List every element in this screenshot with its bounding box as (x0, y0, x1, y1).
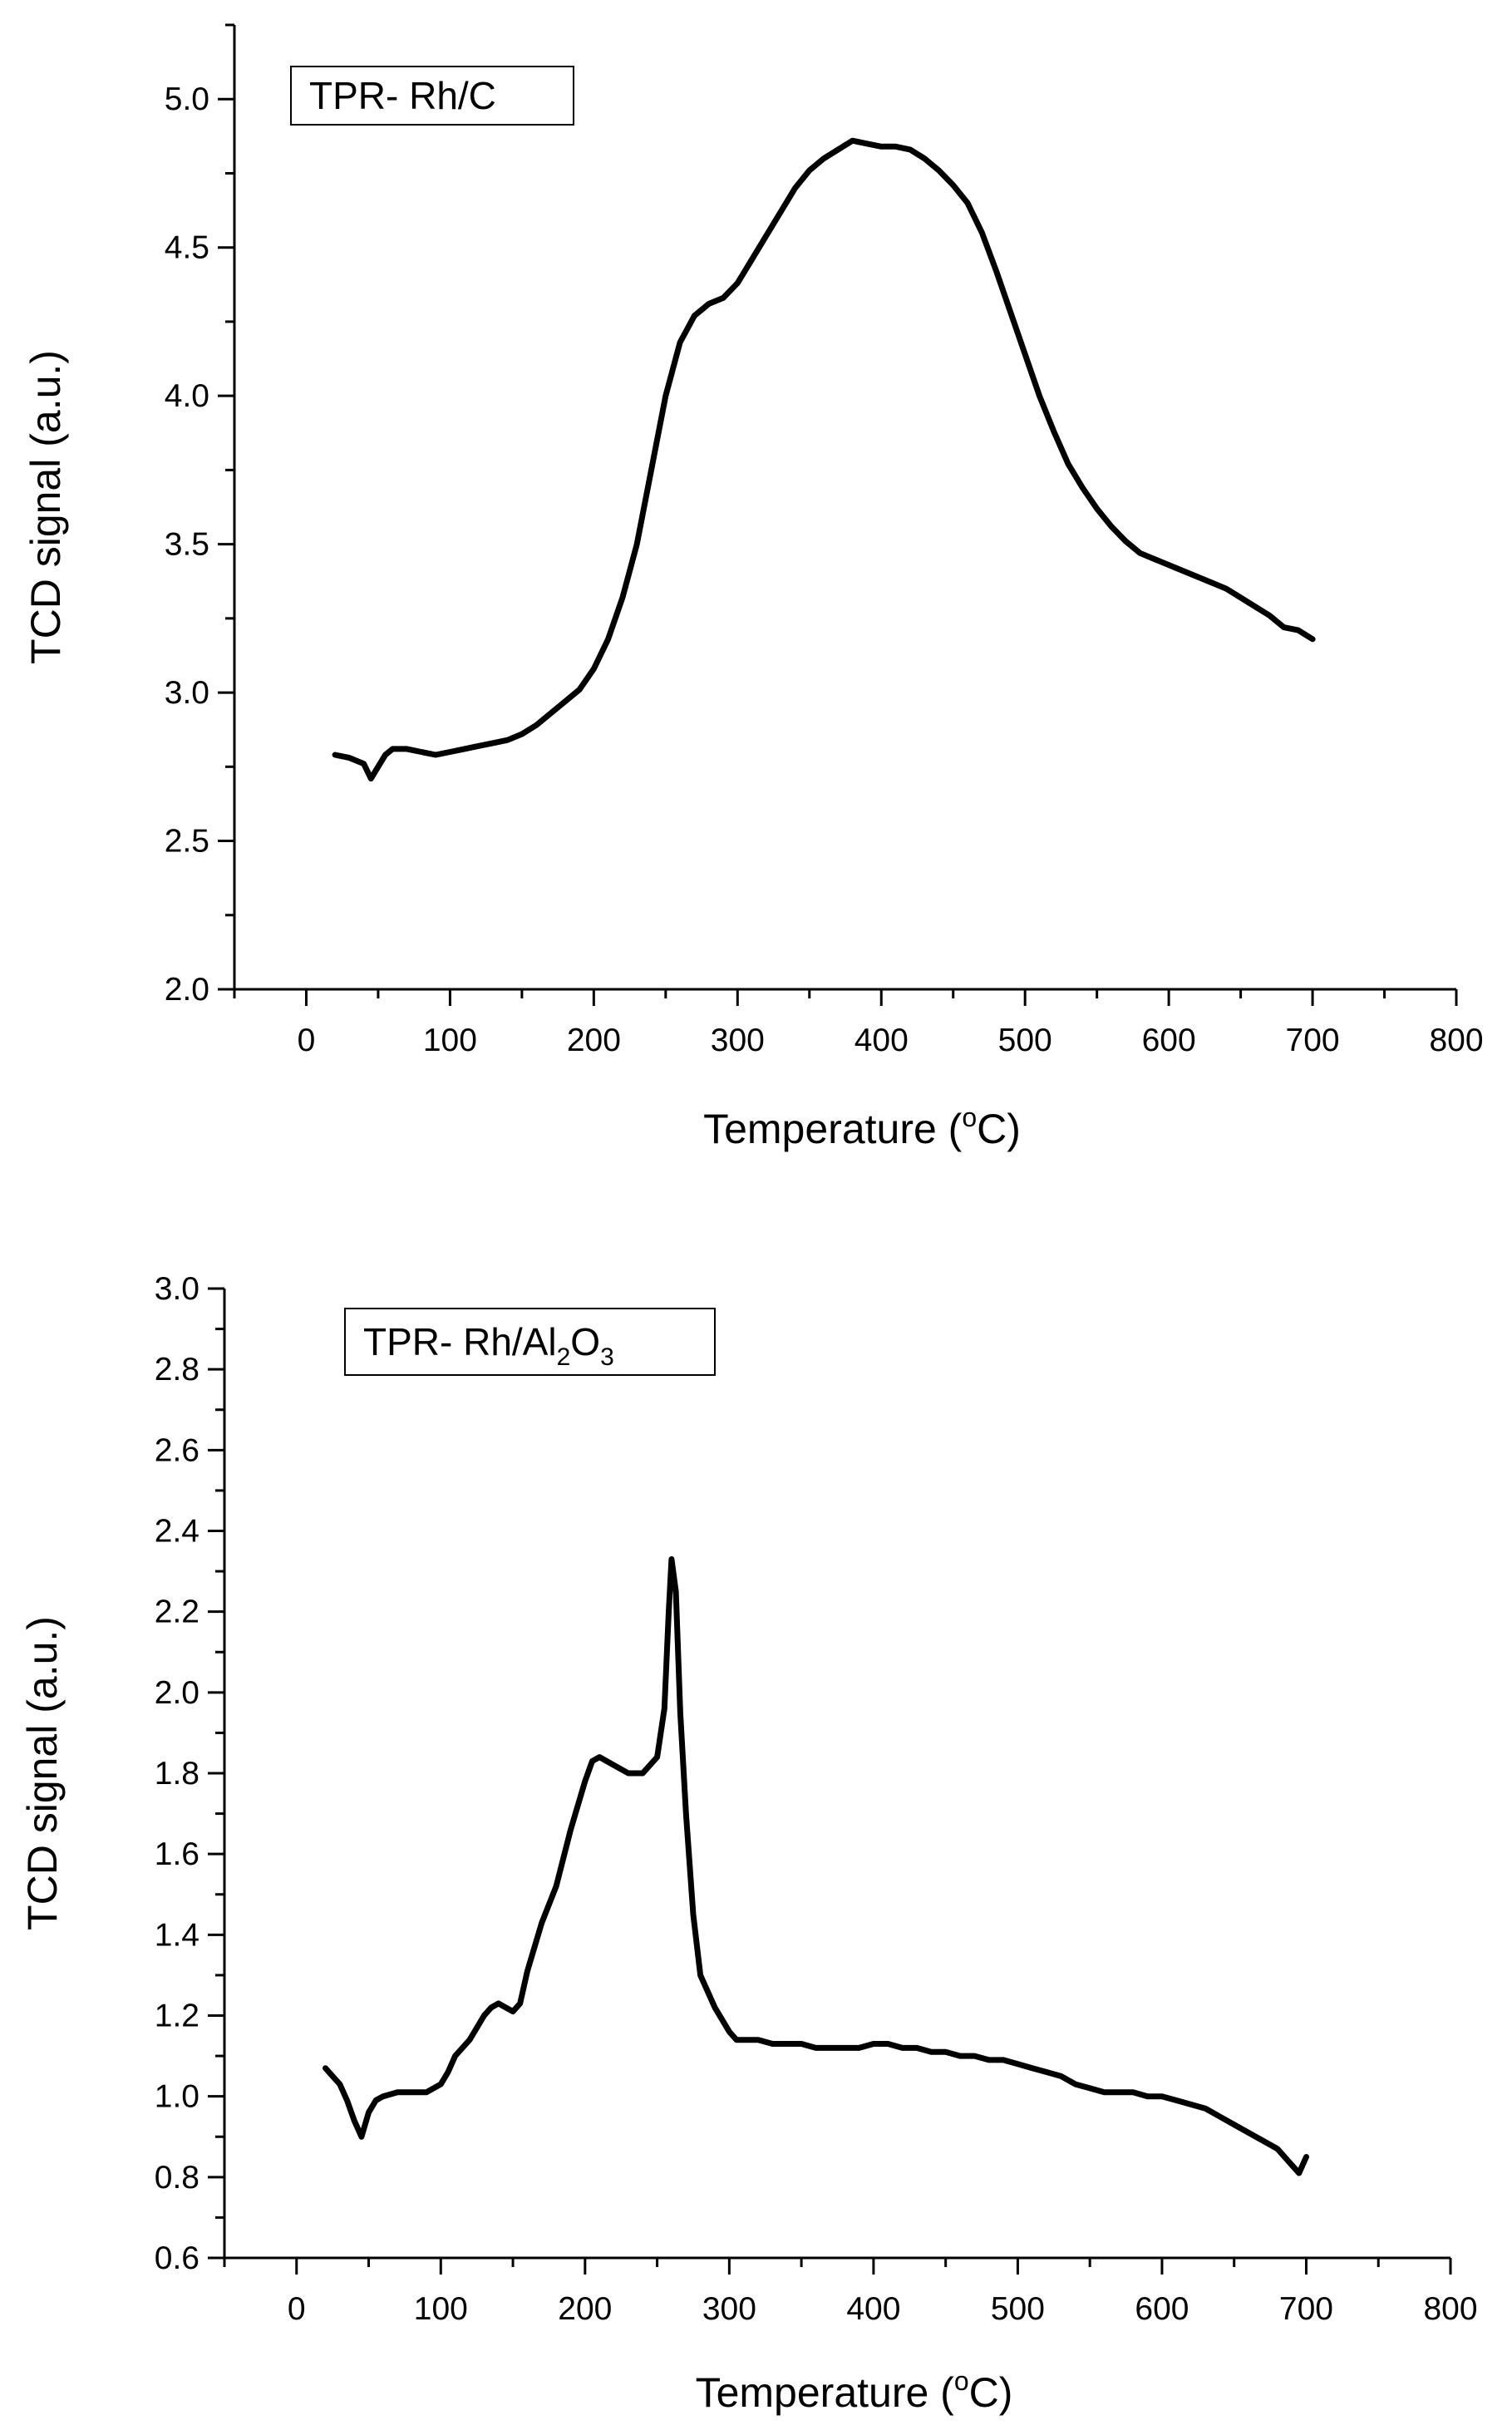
x-tick-label: 400 (846, 2291, 900, 2327)
y-tick-label: 1.2 (155, 1999, 199, 2034)
legend-frame (290, 66, 574, 126)
y-tick-label: 2.5 (165, 824, 209, 860)
x-tick-label: 800 (1429, 1023, 1483, 1058)
y-tick-label: 4.5 (165, 230, 209, 266)
x-tick-label: 100 (414, 2291, 468, 2327)
series-line (323, 1556, 1309, 2176)
x-tick-label: 200 (558, 2291, 612, 2327)
x-tick-label: 700 (1286, 1023, 1340, 1058)
y-axis-title: TCD signal (a.u.) (19, 1616, 66, 1930)
y-tick-label: 3.0 (155, 1271, 199, 1307)
y-tick-label: 0.8 (155, 2160, 199, 2196)
chart-panel-1: 0 100 200 300 400 500 600 700 800 2.0 2.5 3.0 3.5 4.0… (22, 23, 1484, 1152)
y-tick-label: 1.6 (155, 1836, 199, 1872)
y-tick-label: 4.0 (165, 378, 209, 414)
y-axis-title: TCD signal (a.u.) (22, 350, 69, 664)
y-tick-label: 0.6 (155, 2240, 199, 2276)
series-line (332, 137, 1316, 782)
x-axis-title: Temperature (oC) (703, 1102, 1021, 1152)
x-tick-label: 200 (567, 1023, 621, 1058)
y-tick-label: 1.0 (155, 2079, 199, 2115)
legend-label: TPR- Rh/C (309, 74, 496, 117)
y-tick-label: 2.4 (155, 1514, 199, 1550)
y-tick-label: 2.8 (155, 1352, 199, 1387)
x-tick-label: 100 (423, 1023, 477, 1058)
y-tick-label: 1.8 (155, 1756, 199, 1792)
x-tick-label: 0 (298, 1023, 316, 1058)
legend-label: TPR- Rh/Al2O3 (363, 1320, 614, 1371)
y-tick-label: 2.0 (155, 1675, 199, 1711)
legend-box: TPR- Rh/Al2O3 (344, 1308, 716, 1376)
y-tick-label: 3.0 (165, 675, 209, 711)
x-tick-label: 500 (991, 2291, 1045, 2327)
x-tick-label: 700 (1279, 2291, 1333, 2327)
x-tick-label: 800 (1423, 2291, 1477, 2327)
x-tick-label: 0 (288, 2291, 306, 2327)
x-tick-label: 400 (855, 1023, 909, 1058)
x-tick-label: 600 (1142, 1023, 1196, 1058)
x-tick-label: 300 (711, 1023, 765, 1058)
x-axis-title: Temperature (oC) (696, 2366, 1013, 2416)
y-tick-label: 2.2 (155, 1594, 199, 1630)
y-tick-label: 2.0 (165, 972, 209, 1008)
legend-frame (344, 1308, 716, 1376)
y-tick-label: 1.4 (155, 1917, 199, 1953)
y-tick-label: 2.6 (155, 1432, 199, 1468)
chart-panel-2: 0 100 200 300 400 500 600 700 800 0.6 0.8 1.0 1.2 1.4… (19, 1271, 1478, 2416)
x-tick-label: 500 (998, 1023, 1052, 1058)
y-tick-label: 3.5 (165, 527, 209, 563)
legend-box: TPR- Rh/C (290, 66, 574, 126)
x-tick-label: 600 (1135, 2291, 1189, 2327)
x-tick-label: 300 (702, 2291, 756, 2327)
y-tick-label: 5.0 (165, 81, 209, 117)
